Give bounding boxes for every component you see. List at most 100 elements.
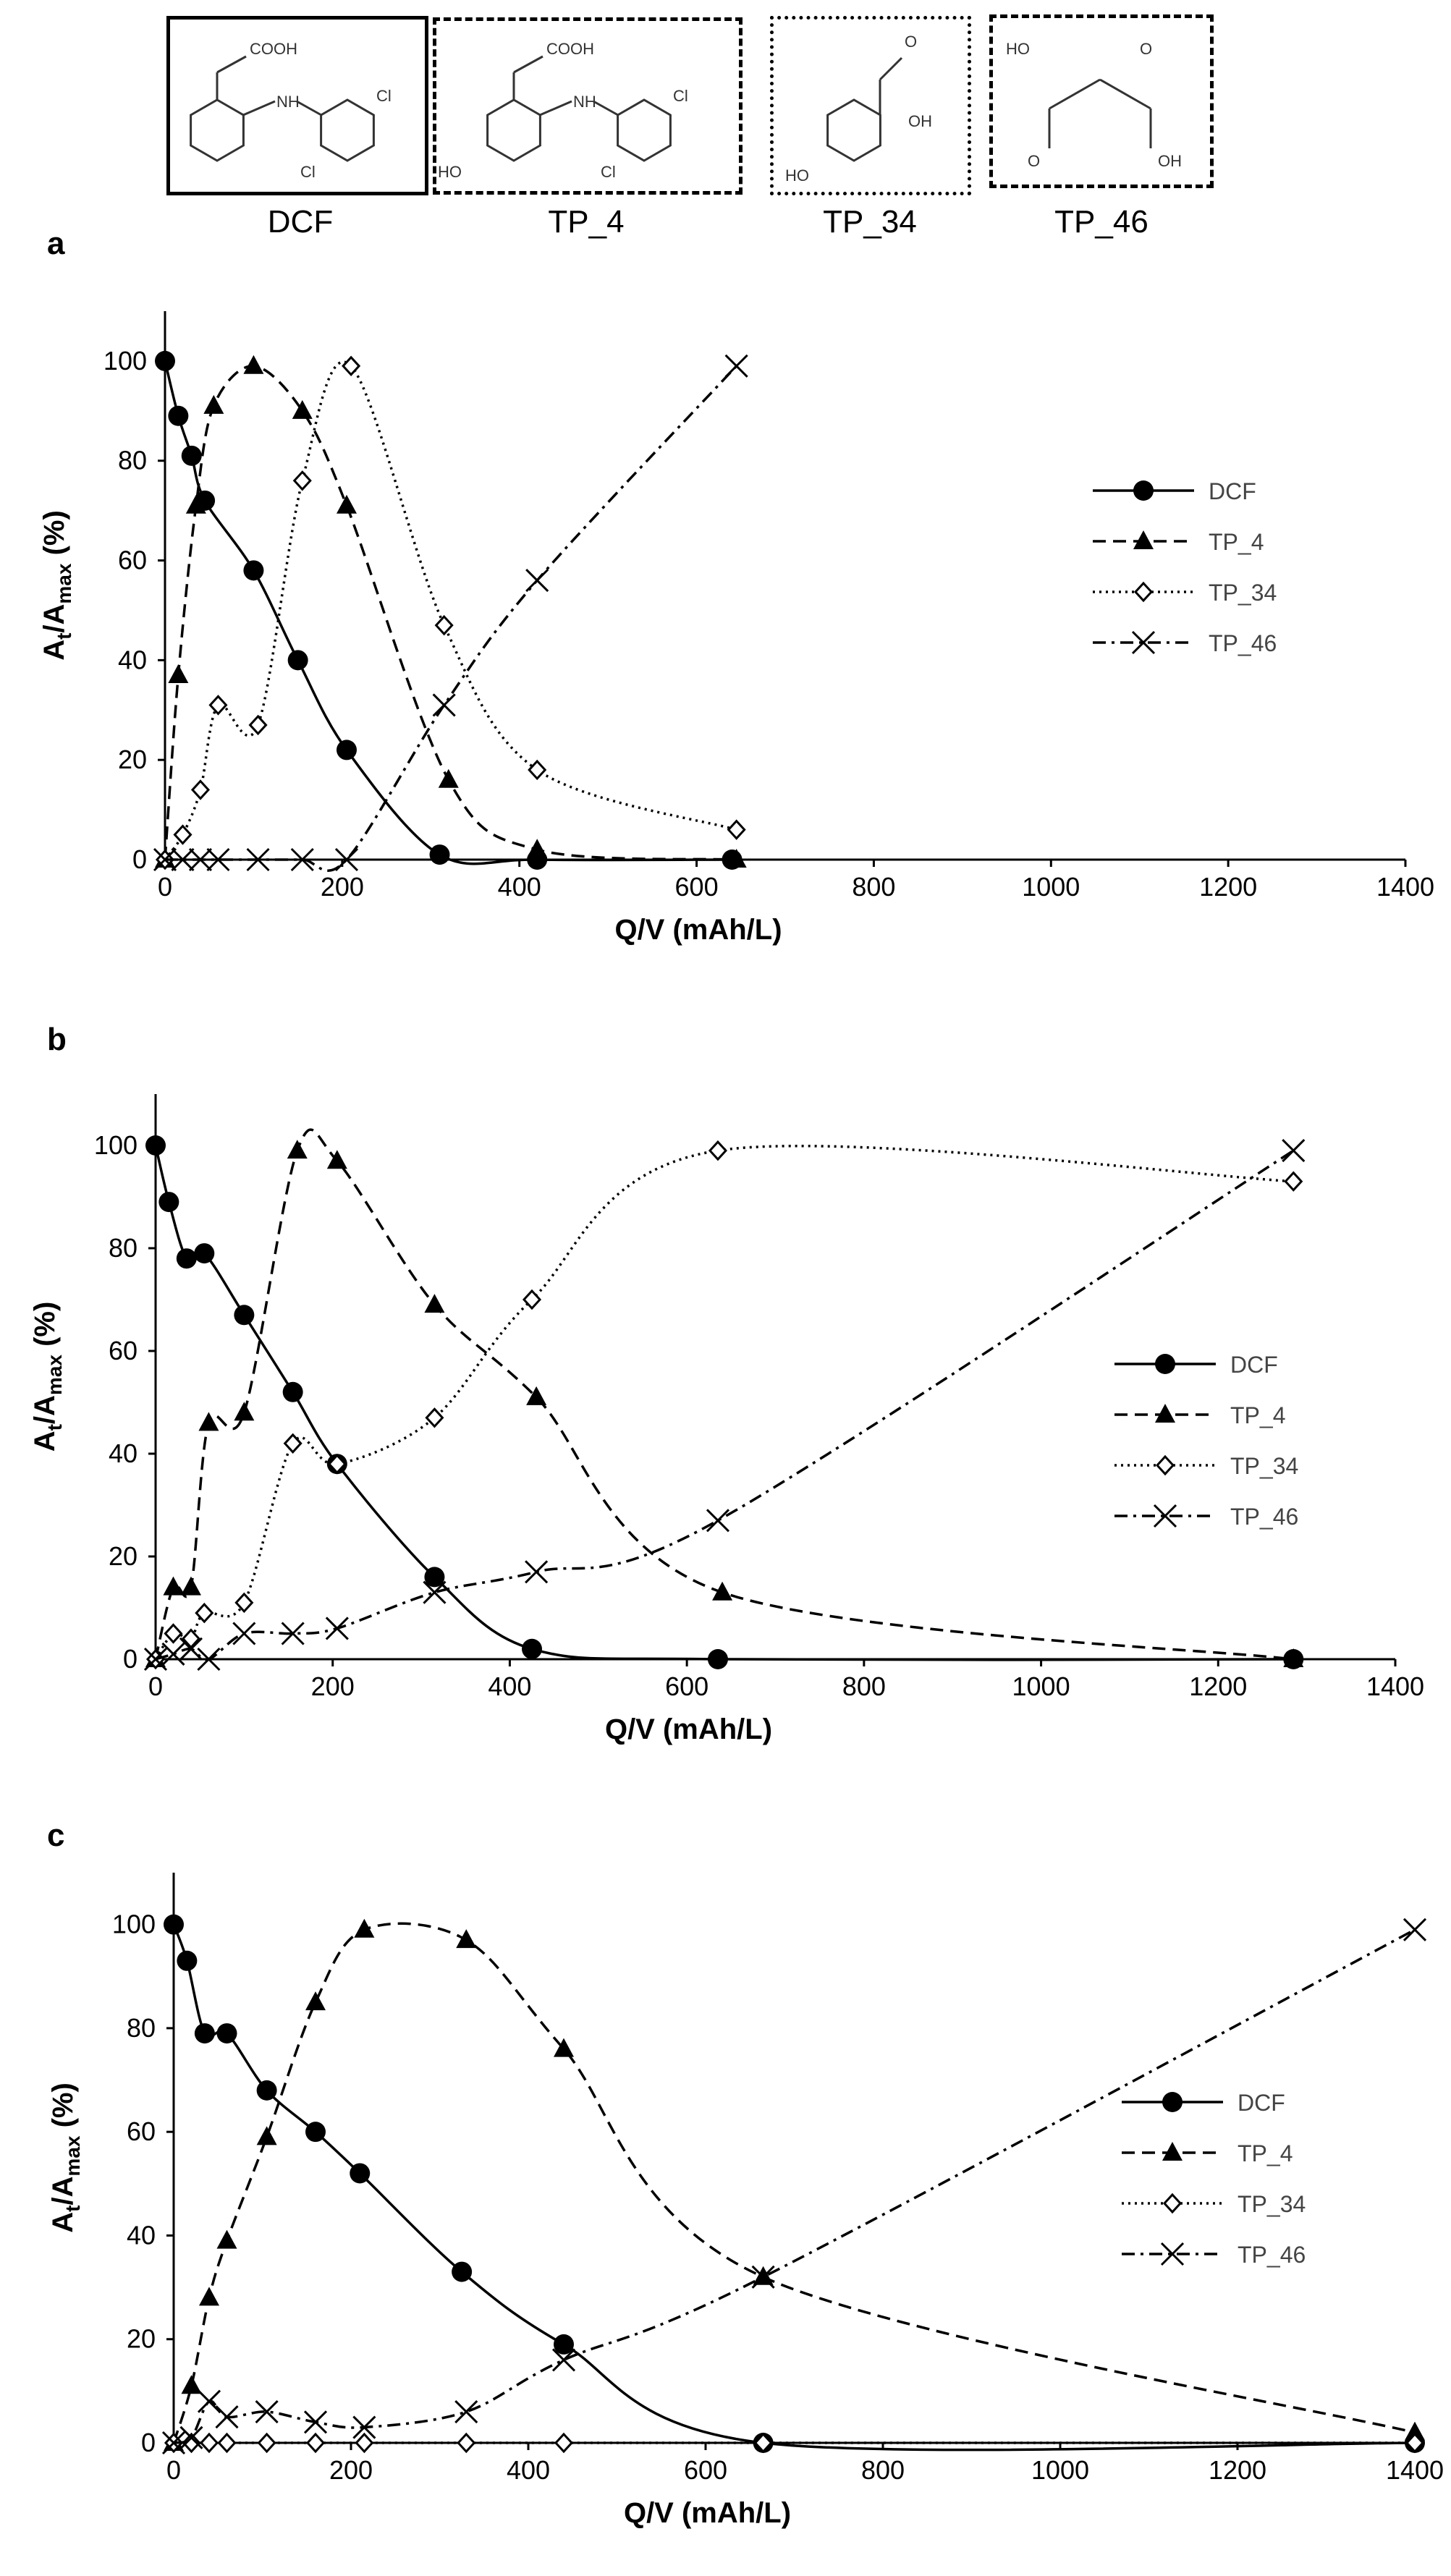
y-tick-label: 20	[118, 745, 147, 774]
data-point	[554, 2432, 574, 2454]
bond-line	[1099, 78, 1151, 110]
legend-marker	[1160, 2242, 1185, 2266]
legend-marker	[1131, 630, 1156, 655]
x-tick-label: 1200	[1199, 872, 1257, 902]
x-tick-label: 1000	[1031, 2455, 1089, 2485]
y-tick-label: 80	[109, 1233, 138, 1263]
tp46-o2-label: O	[1140, 40, 1152, 58]
tp4-nh-label: NH	[573, 93, 596, 111]
x-tick-label: 400	[507, 2455, 550, 2485]
legend-marker	[1162, 2092, 1183, 2112]
x-tick-label: 800	[861, 2455, 905, 2485]
data-point	[1405, 2421, 1425, 2441]
data-point	[161, 1642, 185, 1666]
data-point	[203, 394, 224, 414]
series-line	[155, 1149, 1295, 1661]
x-axis-label: Q/V (mAh/L)	[614, 914, 782, 946]
data-point	[216, 2229, 237, 2249]
data-point	[168, 664, 189, 684]
panel-letter-a: a	[47, 226, 65, 261]
data-point	[216, 2023, 237, 2044]
data-point	[751, 2265, 775, 2289]
structure-box-tp4	[433, 17, 743, 195]
data-point	[287, 650, 308, 671]
data-point	[199, 2287, 219, 2306]
legend: DCF TP_4 TP_34 TP_46	[1114, 1352, 1298, 1530]
data-point	[199, 2432, 219, 2454]
data-point	[195, 1602, 214, 1624]
data-point	[753, 2432, 773, 2454]
data-point	[155, 350, 175, 371]
series-tp46	[153, 354, 748, 872]
data-point	[181, 2375, 202, 2394]
legend-label: TP_34	[1230, 1453, 1298, 1479]
dcf-cooh-label: COOH	[250, 40, 297, 58]
tp34-oh-label: OH	[908, 112, 932, 130]
data-point	[305, 1991, 326, 2011]
data-point	[243, 560, 264, 581]
data-point	[234, 1305, 255, 1326]
x-tick-label: 600	[675, 872, 719, 902]
x-tick-label: 200	[311, 1672, 355, 1701]
dcf-ring-left	[190, 98, 245, 162]
data-point	[188, 847, 213, 872]
structure-box-tp46	[989, 14, 1214, 188]
data-point	[424, 1294, 445, 1313]
chart-panel-b: 0 200 400 600 800 1000 1200 1400 0 20 40 60 80 100 Q/V…	[29, 1094, 1424, 1745]
series-dcf	[164, 1914, 1425, 2453]
legend-label: DCF	[1238, 2090, 1285, 2116]
legend-marker	[1133, 530, 1154, 549]
y-tick-label: 60	[109, 1336, 138, 1365]
data-point	[1403, 1918, 1427, 1941]
y-tick-label: 40	[127, 2220, 156, 2250]
dcf-cl-label: Cl	[376, 87, 392, 105]
data-point	[173, 824, 193, 845]
legend-label: DCF	[1209, 478, 1256, 504]
x-tick-label: 1400	[1366, 1672, 1424, 1701]
data-point	[726, 849, 747, 868]
structure-label-dcf: DCF	[267, 204, 334, 240]
data-point	[1283, 1648, 1304, 1667]
series-line	[165, 365, 737, 872]
legend-label: DCF	[1230, 1352, 1278, 1378]
legend-label: TP_46	[1209, 630, 1277, 656]
data-point	[305, 2432, 326, 2454]
data-point	[724, 354, 748, 378]
x-tick-label: 0	[158, 872, 172, 902]
chart-panel-a: 0 200 400 600 800 1000 1200 1400 0 20 40 60 80 100 Q/V…	[38, 311, 1434, 946]
data-point	[164, 1914, 184, 1935]
x-tick-label: 1000	[1022, 872, 1080, 902]
data-point	[257, 2432, 276, 2454]
data-point	[256, 2126, 277, 2145]
data-point	[281, 1622, 305, 1645]
y-tick-label: 60	[118, 546, 147, 575]
data-point	[194, 2023, 215, 2044]
tp46-ho-label: HO	[1006, 40, 1030, 58]
data-point	[282, 1381, 303, 1402]
data-point	[243, 355, 264, 374]
data-point	[145, 1135, 166, 1156]
y-tick-label: 80	[118, 446, 147, 475]
x-tick-label: 1000	[1012, 1672, 1070, 1701]
data-point	[190, 779, 211, 800]
data-point	[153, 847, 177, 872]
x-tick-label: 400	[488, 1672, 531, 1701]
series-line	[173, 1928, 1416, 2444]
series-line	[164, 360, 732, 865]
data-point	[234, 1402, 255, 1421]
data-point	[457, 2432, 476, 2454]
data-point	[206, 847, 230, 872]
data-point	[551, 2348, 576, 2372]
data-point	[232, 1622, 256, 1645]
x-axis-label: Q/V (mAh/L)	[605, 1713, 772, 1745]
data-point	[185, 494, 206, 514]
x-tick-label: 800	[852, 872, 895, 902]
data-point	[434, 614, 454, 636]
data-point	[712, 1581, 733, 1601]
x-tick-label: 1400	[1386, 2455, 1444, 2485]
y-axis-label: At​/Amax​ (%)	[47, 2083, 84, 2233]
y-axis-label: At​/Amax​ (%)	[38, 510, 75, 661]
data-point	[326, 1150, 347, 1169]
structure-label-tp4: TP_4	[548, 204, 625, 240]
tp4-cl2-label: Cl	[601, 163, 616, 181]
